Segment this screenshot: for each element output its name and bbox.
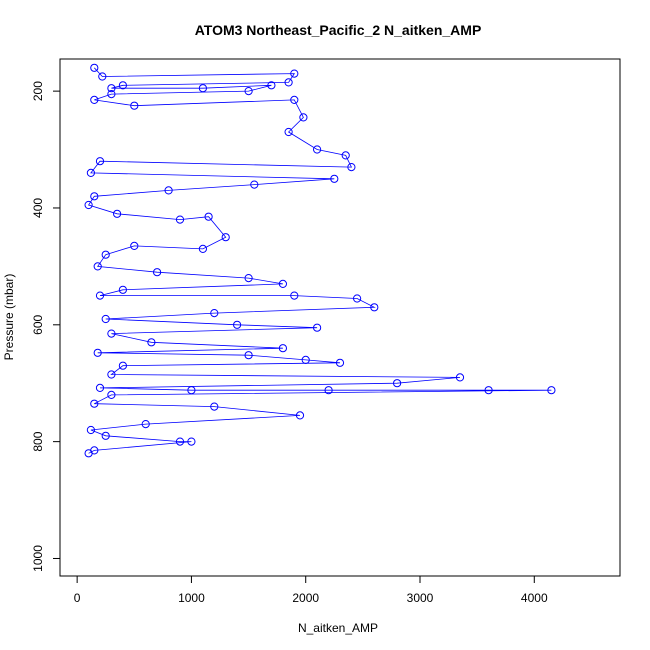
- data-point: [118, 285, 128, 294]
- data-point: [335, 358, 345, 367]
- data-point: [313, 323, 322, 332]
- data-point: [198, 84, 207, 93]
- data-point: [84, 449, 93, 458]
- data-point: [90, 95, 99, 105]
- data-point: [101, 431, 110, 440]
- x-tick-label: 1000: [178, 591, 205, 605]
- data-point: [295, 411, 305, 420]
- data-point: [86, 168, 96, 177]
- data-point: [290, 291, 299, 300]
- data-point: [313, 145, 322, 154]
- data-point: [284, 127, 293, 137]
- data-point: [278, 344, 287, 353]
- data-point: [107, 370, 116, 379]
- data-point: [93, 348, 102, 357]
- data-point: [278, 279, 287, 288]
- data-point: [175, 437, 185, 446]
- data-point: [198, 244, 207, 253]
- data-point: [130, 241, 139, 250]
- data-point: [484, 386, 493, 395]
- y-axis-label: Pressure (mbar): [2, 274, 16, 361]
- data-point: [107, 90, 116, 99]
- data-point: [301, 355, 310, 364]
- data-point: [210, 309, 219, 318]
- data-point: [95, 291, 105, 300]
- data-point: [204, 212, 213, 221]
- y-tick-label: 400: [31, 198, 45, 218]
- data-point: [107, 84, 116, 93]
- data-point: [284, 78, 293, 87]
- data-point: [210, 402, 219, 411]
- data-point: [244, 87, 253, 96]
- data-point: [95, 157, 105, 166]
- data-point: [290, 95, 299, 105]
- data-point: [147, 338, 156, 347]
- data-point: [95, 383, 105, 392]
- data-point: [98, 72, 107, 81]
- data-point: [118, 361, 128, 370]
- data-point: [347, 163, 356, 172]
- data-point: [455, 373, 465, 382]
- data-point: [141, 420, 150, 429]
- data-point: [324, 386, 333, 395]
- x-axis-label: N_aitken_AMP: [298, 621, 378, 635]
- data-point: [233, 320, 242, 329]
- data-point: [90, 63, 99, 72]
- y-tick-label: 1000: [31, 545, 45, 572]
- data-point: [130, 101, 139, 110]
- data-point: [187, 437, 196, 446]
- data-point: [353, 294, 362, 303]
- y-tick-label: 800: [31, 431, 45, 451]
- x-tick-label: 3000: [407, 591, 434, 605]
- data-point: [267, 81, 276, 90]
- chart-title: ATOM3 Northeast_Pacific_2 N_aitken_AMP: [195, 22, 482, 38]
- data-point: [84, 200, 93, 210]
- plot-frame: [59, 58, 621, 577]
- data-point: [107, 390, 116, 399]
- data-point: [244, 274, 253, 283]
- data-point: [118, 81, 128, 90]
- data-point: [299, 113, 308, 122]
- data-point: [187, 386, 196, 395]
- data-point: [107, 329, 116, 338]
- y-tick-label: 200: [31, 81, 45, 101]
- data-point: [86, 425, 96, 435]
- x-tick-label: 4000: [521, 591, 548, 605]
- y-tick-label: 600: [31, 314, 45, 334]
- data-point: [250, 180, 259, 189]
- data-point: [93, 262, 102, 271]
- data-point: [393, 379, 402, 388]
- x-axis: 0 1000 2000 3000 4000: [74, 575, 548, 605]
- data-point: [244, 351, 253, 360]
- data-point: [101, 314, 110, 324]
- data-point: [370, 303, 379, 312]
- x-tick-label: 2000: [292, 591, 319, 605]
- series-layer: [84, 63, 556, 458]
- data-point: [101, 250, 110, 259]
- data-point: [221, 233, 230, 242]
- data-point: [90, 192, 99, 201]
- data-point: [175, 215, 185, 224]
- x-tick-label: 0: [74, 591, 81, 605]
- data-point: [113, 209, 122, 218]
- data-point: [547, 386, 556, 395]
- data-point: [90, 399, 99, 408]
- data-point: [330, 174, 339, 183]
- data-point: [290, 69, 299, 78]
- y-axis: 200 400 600 800 1000: [31, 81, 61, 572]
- data-point: [341, 151, 350, 160]
- series-line: [87, 67, 552, 454]
- data-point: [153, 268, 162, 277]
- data-point: [164, 186, 173, 195]
